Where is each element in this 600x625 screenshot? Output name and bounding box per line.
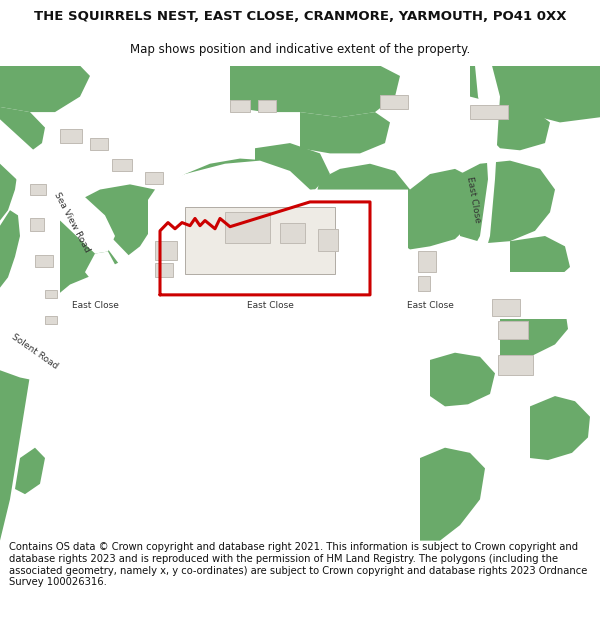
Polygon shape — [510, 236, 570, 282]
Polygon shape — [300, 112, 390, 153]
Polygon shape — [420, 272, 460, 295]
Text: Contains OS data © Crown copyright and database right 2021. This information is : Contains OS data © Crown copyright and d… — [9, 542, 587, 587]
Polygon shape — [85, 251, 118, 284]
Polygon shape — [390, 169, 480, 249]
Polygon shape — [258, 100, 276, 112]
Polygon shape — [230, 66, 400, 118]
Polygon shape — [420, 448, 485, 541]
Polygon shape — [185, 207, 335, 274]
Polygon shape — [90, 138, 108, 150]
Polygon shape — [0, 324, 35, 541]
Polygon shape — [45, 316, 57, 324]
Text: East Close: East Close — [466, 176, 482, 224]
Polygon shape — [492, 299, 520, 316]
Polygon shape — [318, 229, 338, 251]
Text: Map shows position and indicative extent of the property.: Map shows position and indicative extent… — [130, 42, 470, 56]
Polygon shape — [0, 119, 115, 254]
Polygon shape — [30, 219, 44, 231]
Polygon shape — [0, 295, 600, 319]
Polygon shape — [418, 251, 436, 272]
Polygon shape — [408, 251, 420, 272]
Text: East Close: East Close — [71, 301, 118, 310]
Polygon shape — [530, 396, 590, 460]
Polygon shape — [490, 102, 550, 150]
Polygon shape — [35, 254, 53, 267]
Polygon shape — [0, 210, 20, 292]
Polygon shape — [155, 241, 177, 260]
Polygon shape — [0, 107, 45, 153]
Polygon shape — [460, 161, 555, 243]
Polygon shape — [145, 172, 163, 184]
Polygon shape — [112, 159, 132, 171]
Polygon shape — [498, 321, 528, 339]
Polygon shape — [280, 222, 305, 243]
Polygon shape — [158, 159, 315, 254]
Text: East Close: East Close — [407, 301, 454, 310]
Polygon shape — [498, 355, 533, 376]
Polygon shape — [430, 352, 495, 406]
Text: THE SQUIRRELS NEST, EAST CLOSE, CRANMORE, YARMOUTH, PO41 0XX: THE SQUIRRELS NEST, EAST CLOSE, CRANMORE… — [34, 10, 566, 23]
Polygon shape — [470, 105, 508, 119]
Polygon shape — [60, 184, 158, 292]
Polygon shape — [15, 448, 45, 494]
Text: East Close: East Close — [247, 301, 293, 310]
Polygon shape — [0, 153, 18, 231]
Polygon shape — [155, 263, 173, 278]
Polygon shape — [460, 66, 500, 295]
Polygon shape — [230, 100, 250, 112]
Text: Solent Road: Solent Road — [10, 332, 60, 371]
Text: Sea View Road: Sea View Road — [52, 191, 92, 254]
Polygon shape — [310, 164, 415, 262]
Polygon shape — [0, 66, 90, 112]
Polygon shape — [60, 129, 82, 143]
Polygon shape — [470, 66, 600, 122]
Polygon shape — [148, 161, 408, 295]
Polygon shape — [500, 292, 568, 365]
Polygon shape — [30, 184, 46, 195]
Polygon shape — [160, 272, 600, 295]
Polygon shape — [45, 290, 57, 298]
Polygon shape — [98, 221, 165, 305]
Polygon shape — [0, 316, 90, 388]
Polygon shape — [225, 213, 270, 243]
Polygon shape — [255, 143, 330, 192]
Polygon shape — [418, 276, 430, 291]
Polygon shape — [380, 94, 408, 109]
